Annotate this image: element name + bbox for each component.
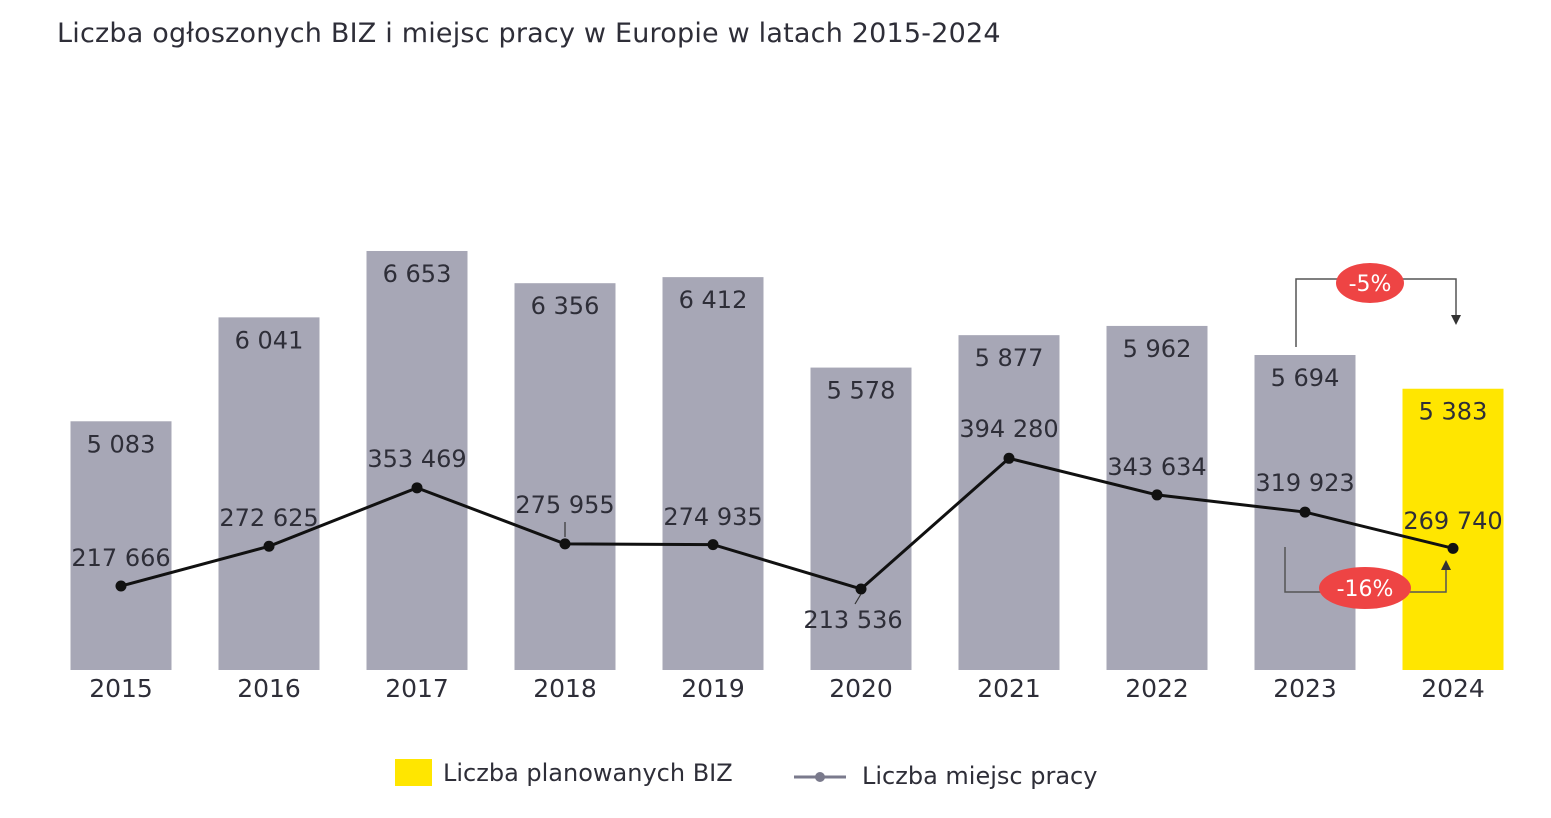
bar-label-2018: 6 356	[531, 292, 600, 320]
line-label-2021: 394 280	[959, 415, 1058, 443]
line-label-2019: 274 935	[663, 503, 762, 531]
bar-label-2015: 5 083	[87, 430, 156, 458]
line-series	[120, 456, 1454, 591]
bars-layer	[70, 250, 1504, 670]
line-label-2018: 275 955	[515, 491, 614, 519]
bar-label-2020: 5 578	[827, 377, 896, 405]
chart-title: Liczba ogłoszonych BIZ i miejsc pracy w …	[57, 18, 1001, 49]
line-point-2016	[263, 540, 275, 552]
legend-label-line: Liczba miejsc pracy	[862, 762, 1097, 790]
line-label-2020: 213 536	[803, 606, 902, 634]
arrow-icon	[1441, 560, 1451, 570]
line-label-2016: 272 625	[219, 504, 318, 532]
bar-label-2016: 6 041	[235, 326, 304, 354]
line-label-2023: 319 923	[1255, 469, 1354, 497]
x-tick-2020: 2020	[829, 674, 893, 703]
arrow-icon	[1451, 315, 1461, 325]
line-label-2015: 217 666	[71, 544, 170, 572]
annotations-layer: -5% -16%	[1284, 263, 1461, 609]
x-tick-2019: 2019	[681, 674, 745, 703]
x-tick-2016: 2016	[237, 674, 301, 703]
line-point-2021	[1003, 452, 1015, 464]
leader-2020	[854, 593, 862, 605]
line-label-2022: 343 634	[1107, 453, 1206, 481]
bar-label-2022: 5 962	[1123, 335, 1192, 363]
badge-line	[1319, 567, 1411, 609]
bar-2019	[662, 277, 764, 670]
bar-2017	[366, 250, 468, 670]
bar-2024	[1402, 388, 1504, 670]
bar-label-2021: 5 877	[975, 344, 1044, 372]
badge-line-text: -16%	[1337, 577, 1394, 602]
line-point-2018	[559, 538, 571, 550]
line-layer: 217 666 272 625 353 469 275 955 274 935 213 5…	[71, 415, 1502, 634]
legend: Liczba planowanych BIZ Liczba miejsc prac…	[395, 759, 1097, 790]
x-tick-2024: 2024	[1421, 674, 1485, 703]
bar-label-2024: 5 383	[1419, 398, 1488, 426]
legend-swatch-bars	[395, 759, 432, 786]
line-point-2024	[1447, 542, 1459, 554]
bar-2015	[70, 421, 172, 670]
x-tick-2021: 2021	[977, 674, 1041, 703]
line-point-2023	[1299, 506, 1311, 518]
bar-label-2023: 5 694	[1271, 364, 1340, 392]
line-point-2022	[1151, 489, 1163, 501]
line-point-2020	[855, 583, 867, 595]
legend-label-bars: Liczba planowanych BIZ	[443, 759, 733, 787]
x-tick-2017: 2017	[385, 674, 449, 703]
badge-bars	[1336, 263, 1404, 303]
line-point-2017	[411, 482, 423, 494]
year-labels-layer: 2015 2016 2017 2018 2019 2020 2021 2022 2023 2024	[89, 674, 1485, 703]
bar-2021	[958, 335, 1060, 670]
line-label-2024: 269 740	[1403, 507, 1502, 535]
bar-2018	[514, 283, 616, 670]
line-point-2019	[707, 539, 719, 551]
bar-2016	[218, 317, 320, 670]
line-point-2015	[115, 580, 127, 592]
bar-2020	[810, 367, 912, 670]
x-tick-2015: 2015	[89, 674, 153, 703]
bar-label-2019: 6 412	[679, 286, 748, 314]
bar-labels-layer: 5 083 6 041 6 653 6 356 6 412 5 578 5 877 5 962…	[87, 260, 1488, 458]
line-label-2017: 353 469	[367, 445, 466, 473]
legend-marker-line	[815, 772, 825, 782]
badge-bars-text: -5%	[1349, 272, 1392, 297]
x-tick-2023: 2023	[1273, 674, 1337, 703]
x-tick-2018: 2018	[533, 674, 597, 703]
bar-label-2017: 6 653	[383, 260, 452, 288]
x-tick-2022: 2022	[1125, 674, 1189, 703]
